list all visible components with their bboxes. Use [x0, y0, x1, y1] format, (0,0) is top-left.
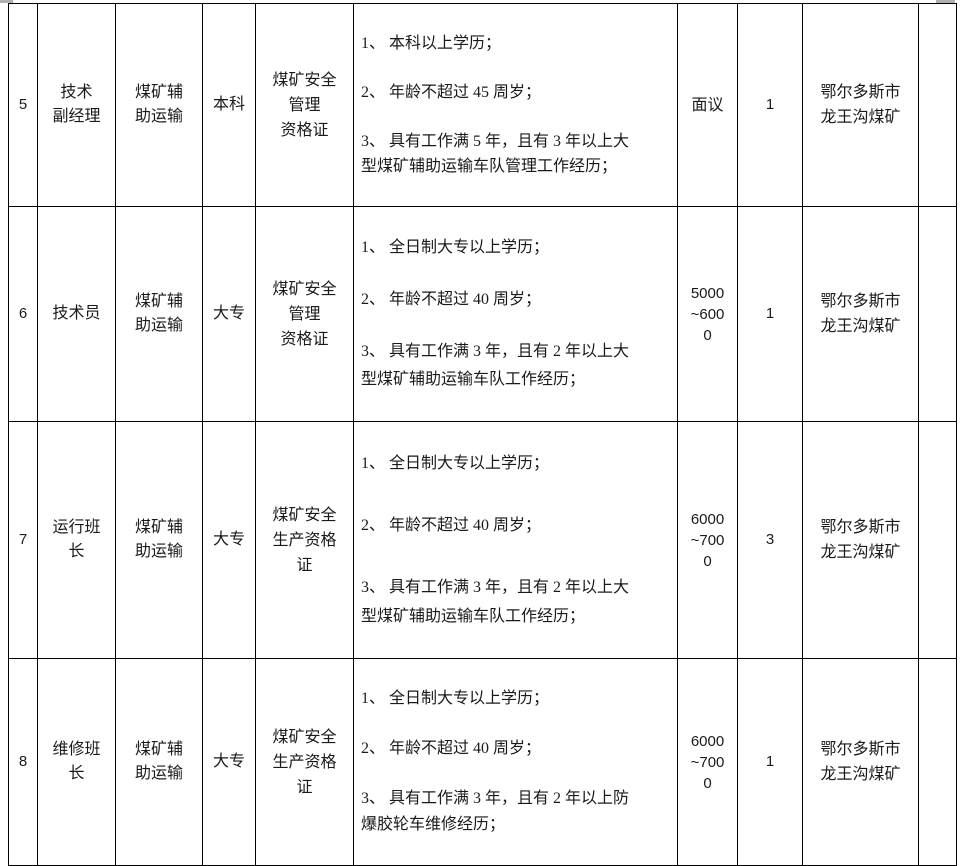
- screen-edge-artifact: [0, 0, 13, 3]
- cell-location: 鄂尔多斯市 龙王沟煤矿: [802, 421, 919, 659]
- job-listing-table: 5 技术 副经理 煤矿辅 助运输 本科 煤矿安全 管理 资格证 1、 本科以上学…: [8, 3, 957, 866]
- cell-category: 煤矿辅 助运输: [115, 658, 203, 866]
- cell-location: 鄂尔多斯市 龙王沟煤矿: [802, 658, 919, 866]
- requirement-item: 2、 年龄不超过 45 周岁；: [361, 84, 542, 101]
- requirement-item: 3、 具有工作满 5 年，且有 3 年以上大 型煤矿辅助运输车队管理工作经历；: [361, 133, 630, 175]
- cell-remark: [918, 3, 957, 207]
- cell-position: 技术员: [37, 206, 116, 422]
- table-row: 5 技术 副经理 煤矿辅 助运输 本科 煤矿安全 管理 资格证 1、 本科以上学…: [8, 3, 957, 207]
- requirement-item: 3、 具有工作满 3 年，且有 2 年以上大 型煤矿辅助运输车队工作经历；: [361, 343, 630, 388]
- cell-location: 鄂尔多斯市 龙王沟煤矿: [802, 3, 919, 207]
- cell-salary: 面议: [677, 3, 738, 207]
- table-row: 7 运行班 长 煤矿辅 助运输 大专 煤矿安全 生产资格 证 1、 全日制大专以…: [8, 421, 957, 659]
- cell-salary: 6000 ~700 0: [677, 658, 738, 866]
- cell-requirements: 1、 全日制大专以上学历； 2、 年龄不超过 40 周岁； 3、 具有工作满 3…: [353, 421, 678, 659]
- requirement-item: 2、 年龄不超过 40 周岁；: [361, 291, 542, 308]
- cell-certificate: 煤矿安全 管理 资格证: [255, 206, 354, 422]
- cell-headcount: 1: [737, 658, 803, 866]
- screen-edge-artifact: [936, 0, 955, 4]
- cell-remark: [918, 658, 957, 866]
- cell-category: 煤矿辅 助运输: [115, 421, 203, 659]
- cell-row-number: 6: [8, 206, 38, 422]
- cell-row-number: 8: [8, 658, 38, 866]
- cell-certificate: 煤矿安全 生产资格 证: [255, 421, 354, 659]
- requirement-item: 3、 具有工作满 3 年，且有 2 年以上防 爆胶轮车维修经历；: [361, 790, 630, 833]
- requirement-item: 1、 本科以上学历；: [361, 35, 502, 52]
- requirement-item: 3、 具有工作满 3 年，且有 2 年以上大 型煤矿辅助运输车队工作经历；: [361, 579, 630, 625]
- cell-category: 煤矿辅 助运输: [115, 3, 203, 207]
- cell-headcount: 3: [737, 421, 803, 659]
- requirement-item: 1、 全日制大专以上学历；: [361, 690, 550, 707]
- requirement-item: 1、 全日制大专以上学历；: [361, 239, 550, 256]
- cell-education: 大专: [202, 206, 256, 422]
- cell-position: 技术 副经理: [37, 3, 116, 207]
- table-row: 8 维修班 长 煤矿辅 助运输 大专 煤矿安全 生产资格 证 1、 全日制大专以…: [8, 658, 957, 866]
- cell-education: 大专: [202, 658, 256, 866]
- cell-certificate: 煤矿安全 管理 资格证: [255, 3, 354, 207]
- cell-requirements: 1、 全日制大专以上学历； 2、 年龄不超过 40 周岁； 3、 具有工作满 3…: [353, 658, 678, 866]
- cell-row-number: 5: [8, 3, 38, 207]
- cell-location: 鄂尔多斯市 龙王沟煤矿: [802, 206, 919, 422]
- cell-category: 煤矿辅 助运输: [115, 206, 203, 422]
- cell-remark: [918, 421, 957, 659]
- requirement-item: 2、 年龄不超过 40 周岁；: [361, 517, 542, 534]
- cell-requirements: 1、 本科以上学历； 2、 年龄不超过 45 周岁； 3、 具有工作满 5 年，…: [353, 3, 678, 207]
- cell-education: 大专: [202, 421, 256, 659]
- cell-salary: 6000 ~700 0: [677, 421, 738, 659]
- cell-education: 本科: [202, 3, 256, 207]
- cell-requirements: 1、 全日制大专以上学历； 2、 年龄不超过 40 周岁； 3、 具有工作满 3…: [353, 206, 678, 422]
- cell-row-number: 7: [8, 421, 38, 659]
- cell-remark: [918, 206, 957, 422]
- requirement-item: 1、 全日制大专以上学历；: [361, 455, 550, 472]
- requirement-item: 2、 年龄不超过 40 周岁；: [361, 740, 542, 757]
- cell-salary: 5000 ~600 0: [677, 206, 738, 422]
- cell-headcount: 1: [737, 206, 803, 422]
- cell-certificate: 煤矿安全 生产资格 证: [255, 658, 354, 866]
- cell-position: 维修班 长: [37, 658, 116, 866]
- cell-headcount: 1: [737, 3, 803, 207]
- cell-position: 运行班 长: [37, 421, 116, 659]
- table-row: 6 技术员 煤矿辅 助运输 大专 煤矿安全 管理 资格证 1、 全日制大专以上学…: [8, 206, 957, 422]
